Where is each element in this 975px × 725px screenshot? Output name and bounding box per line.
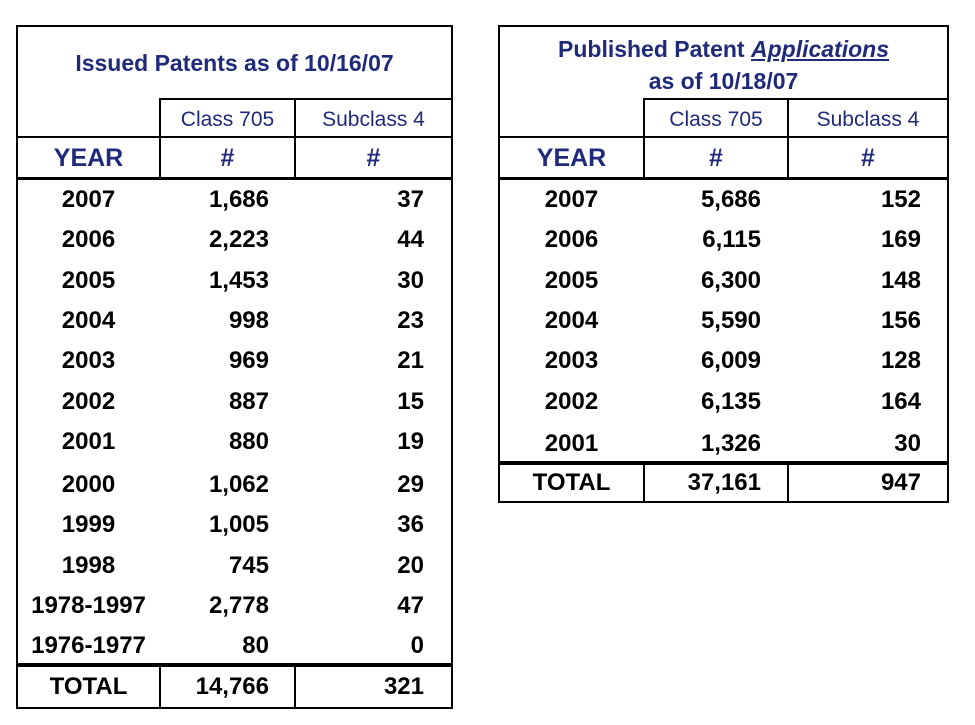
published-class705-header: Class 705 [669, 108, 763, 131]
row-subclass4: 44 [397, 226, 424, 254]
row-year: 1999 [61, 511, 116, 539]
row-year: 1978-1997 [31, 592, 146, 619]
row-year: 2002 [544, 387, 599, 415]
issued-year-header: YEAR [53, 144, 124, 172]
issued-col-divider-2-total [294, 665, 296, 709]
issued-col-divider-1-total [159, 665, 161, 709]
row-subclass4: 0 [410, 632, 424, 660]
published-total-label: TOTAL [532, 469, 611, 496]
issued-total-subclass4: 321 [383, 673, 424, 700]
row-class705: 880 [228, 427, 269, 455]
row-class705: 998 [228, 306, 269, 334]
row-subclass4: 37 [397, 186, 424, 213]
row-subclass4: 148 [880, 266, 921, 294]
row-class705: 80 [242, 632, 269, 660]
issued-subheader-top-line [159, 98, 451, 100]
row-year: 2007 [544, 186, 599, 213]
row-class705: 1,453 [208, 266, 269, 294]
published-col-divider-2-total [787, 463, 789, 503]
row-subclass4: 30 [894, 429, 921, 457]
published-subheader-top-line [643, 98, 947, 100]
row-year: 2005 [544, 266, 599, 294]
row-year: 2006 [61, 226, 116, 254]
row-year: 2000 [61, 471, 116, 499]
published-col-divider-1 [643, 98, 645, 178]
row-year: 2007 [61, 186, 116, 213]
issued-col-divider-1 [159, 98, 161, 178]
row-year: 1976-1977 [31, 632, 146, 660]
issued-hash-header-2: # [366, 144, 381, 172]
row-year: 2005 [61, 266, 116, 294]
row-class705: 5,590 [700, 306, 761, 334]
row-year: 2003 [544, 347, 599, 375]
row-subclass4: 29 [397, 471, 424, 499]
row-subclass4: 21 [397, 347, 424, 375]
row-year: 2004 [61, 306, 116, 334]
row-year: 2004 [544, 306, 599, 334]
row-class705: 745 [228, 551, 269, 579]
row-class705: 1,062 [208, 471, 269, 499]
row-subclass4: 164 [880, 387, 921, 415]
published-header-bottom-line [500, 177, 947, 180]
issued-total-class705: 14,766 [195, 673, 269, 700]
published-subheader-bottom-line [500, 136, 947, 138]
published-col-divider-1-total [643, 463, 645, 503]
row-subclass4: 169 [880, 226, 921, 254]
row-class705: 6,135 [700, 387, 761, 415]
issued-subheader-bottom-line [18, 136, 451, 138]
row-subclass4: 19 [397, 427, 424, 455]
published-year-header: YEAR [536, 144, 607, 172]
row-subclass4: 23 [397, 306, 424, 334]
published-hash-header-1: # [709, 144, 723, 172]
row-class705: 2,223 [208, 226, 269, 254]
issued-col-divider-2 [294, 98, 296, 178]
issued-header-bottom-line [18, 177, 451, 180]
row-class705: 887 [228, 387, 269, 415]
row-year: 2001 [61, 427, 116, 455]
row-subclass4: 152 [880, 186, 921, 213]
issued-total-line [18, 663, 451, 667]
published-subclass4-header: Subclass 4 [816, 108, 920, 131]
row-year: 2003 [61, 347, 116, 375]
issued-title: Issued Patents as of 10/16/07 [75, 50, 394, 76]
row-subclass4: 128 [880, 347, 921, 375]
row-subclass4: 20 [397, 551, 424, 579]
published-hash-header-2: # [861, 144, 875, 172]
row-subclass4: 15 [397, 387, 424, 415]
row-class705: 6,009 [700, 347, 761, 375]
row-year: 1998 [61, 551, 116, 579]
row-class705: 1,005 [208, 511, 269, 539]
row-class705: 1,326 [700, 429, 761, 457]
row-class705: 2,778 [208, 592, 269, 619]
row-subclass4: 30 [397, 266, 424, 294]
issued-total-label: TOTAL [49, 673, 128, 700]
published-col-divider-2 [787, 98, 789, 178]
published-total-line [500, 461, 947, 465]
row-year: 2006 [544, 226, 599, 254]
row-class705: 5,686 [700, 186, 761, 213]
issued-patents-table: Issued Patents as of 10/16/07 Class 705 … [16, 25, 453, 709]
row-year: 2001 [544, 429, 599, 457]
row-year: 2002 [61, 387, 116, 415]
row-class705: 6,300 [700, 266, 761, 294]
published-title: Published Patent Applications as of 10/1… [500, 33, 947, 97]
row-subclass4: 156 [880, 306, 921, 334]
row-class705: 969 [228, 347, 269, 375]
published-total-subclass4: 947 [880, 469, 921, 496]
published-title-emph: Applications [750, 36, 889, 62]
published-applications-table: Published Patent Applications as of 10/1… [498, 25, 949, 503]
row-subclass4: 36 [397, 511, 424, 539]
row-subclass4: 47 [397, 592, 424, 619]
published-title-prefix: Published Patent [558, 36, 751, 62]
row-class705: 1,686 [208, 186, 269, 213]
row-class705: 6,115 [702, 226, 761, 254]
published-title-line2: as of 10/18/07 [648, 68, 799, 94]
issued-subclass4-header: Subclass 4 [322, 108, 425, 131]
published-total-class705: 37,161 [687, 469, 761, 496]
issued-hash-header-1: # [220, 144, 235, 172]
issued-class705-header: Class 705 [180, 108, 275, 131]
